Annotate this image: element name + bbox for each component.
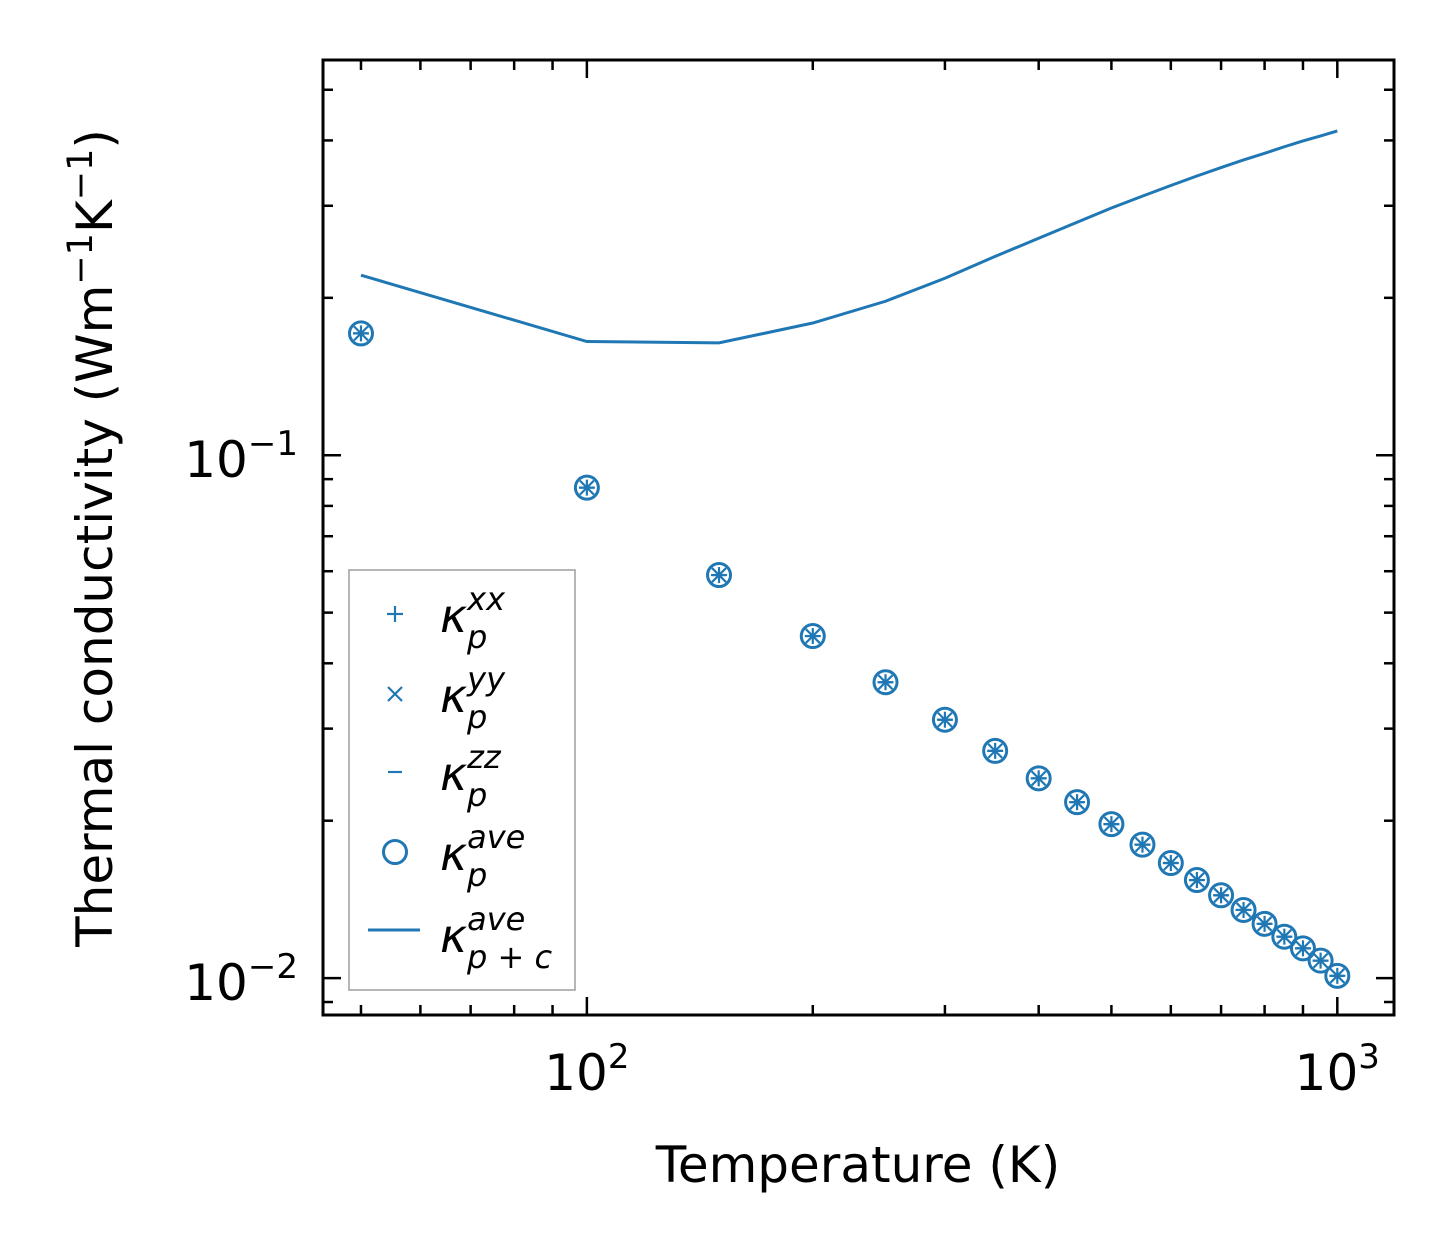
- legend-subscript: p: [466, 618, 487, 656]
- y-axis-label-main: Thermal conductivity (Wm: [66, 285, 124, 948]
- x-tick-exp: 2: [608, 1037, 630, 1077]
- legend-marker-circle: [382, 839, 408, 865]
- legend-symbol: κ: [440, 747, 467, 801]
- legend-subscript: p: [466, 776, 487, 814]
- x-tick-exp: 3: [1358, 1037, 1380, 1077]
- series-kappa-p-c-ave-line: [360, 129, 1338, 345]
- point-circle: [1324, 962, 1351, 989]
- legend-symbol: κ: [440, 909, 467, 963]
- point-circle: [1208, 882, 1235, 909]
- x-tick-base: 10: [1295, 1044, 1359, 1102]
- y-axis-label-mid: K: [66, 199, 124, 233]
- legend-entry: κzz p: [388, 738, 502, 814]
- point-circle: [1157, 850, 1184, 877]
- y-tick-base: 10: [184, 431, 248, 489]
- point-circle: [982, 737, 1009, 764]
- legend-entry: κyy p: [387, 660, 506, 736]
- legend-subscript: p + c: [466, 938, 552, 976]
- point-circle: [1098, 811, 1125, 838]
- legend-label: κave p: [440, 818, 525, 894]
- legend-superscript: yy: [466, 660, 506, 698]
- y-tick-base: 10: [184, 954, 248, 1012]
- legend-superscript: zz: [466, 738, 502, 776]
- major-ticks: [323, 60, 1394, 1015]
- point-circle: [347, 320, 374, 347]
- point-circle: [1271, 923, 1298, 950]
- legend-frame: [348, 569, 576, 991]
- legend-symbol: κ: [440, 669, 467, 723]
- legend-superscript: ave: [467, 900, 525, 938]
- data-points: [347, 320, 1351, 989]
- x-axis-label: Temperature (K): [655, 1136, 1060, 1194]
- point-circle: [1129, 831, 1156, 858]
- point-circle: [872, 669, 899, 696]
- legend-entry: κave p + c: [368, 900, 552, 976]
- x-tick-label: 103: [1295, 1037, 1380, 1102]
- y-tick-exp: −2: [248, 947, 298, 987]
- legend-label: κyy p: [440, 660, 506, 736]
- plot-frame: [321, 58, 1396, 1017]
- point-circle: [931, 706, 958, 733]
- point-circle: [1307, 947, 1334, 974]
- legend-label: κxx p: [440, 580, 506, 656]
- y-tick-exp: −1: [248, 424, 298, 464]
- y-axis-label-exp1: −1: [61, 233, 101, 285]
- x-tick-base: 10: [544, 1044, 608, 1102]
- point-circle: [1289, 935, 1316, 962]
- point-circle: [706, 562, 733, 589]
- legend-entry: κxx p: [387, 580, 506, 656]
- legend-marker-x: [387, 686, 403, 702]
- y-axis-label-exp2: −1: [61, 149, 101, 201]
- legend-subscript: p: [466, 856, 487, 894]
- y-tick-label: 10−2: [184, 947, 298, 1012]
- point-circle: [799, 623, 826, 650]
- legend-subscript: p: [466, 698, 487, 736]
- minor-ticks: [323, 60, 1394, 1015]
- legend-marker-x-d2: [387, 686, 403, 702]
- legend-label: κzz p: [440, 738, 502, 814]
- y-axis-label: Thermal conductivity (Wm−1K−1): [61, 129, 124, 948]
- point-circle: [1183, 867, 1210, 894]
- x-tick-labels: 102 103: [544, 1037, 1380, 1102]
- y-tick-label: 10−1: [184, 424, 298, 489]
- point-circle: [1251, 910, 1278, 937]
- point-circle: [1230, 896, 1257, 923]
- y-axis-label-end: ): [66, 129, 124, 149]
- legend-entry: κave p: [382, 818, 525, 894]
- point-circle: [1064, 789, 1091, 816]
- legend-superscript: xx: [466, 580, 506, 618]
- legend-symbol: κ: [440, 827, 467, 881]
- point-circle: [573, 474, 600, 501]
- legend-symbol: κ: [440, 589, 467, 643]
- y-tick-labels: 10−210−1: [184, 424, 298, 1012]
- point-circle: [1025, 765, 1052, 792]
- legend-label: κave p + c: [440, 900, 552, 976]
- legend-marker-plus: [387, 606, 403, 622]
- legend-superscript: ave: [467, 818, 525, 856]
- x-tick-label: 102: [544, 1037, 629, 1102]
